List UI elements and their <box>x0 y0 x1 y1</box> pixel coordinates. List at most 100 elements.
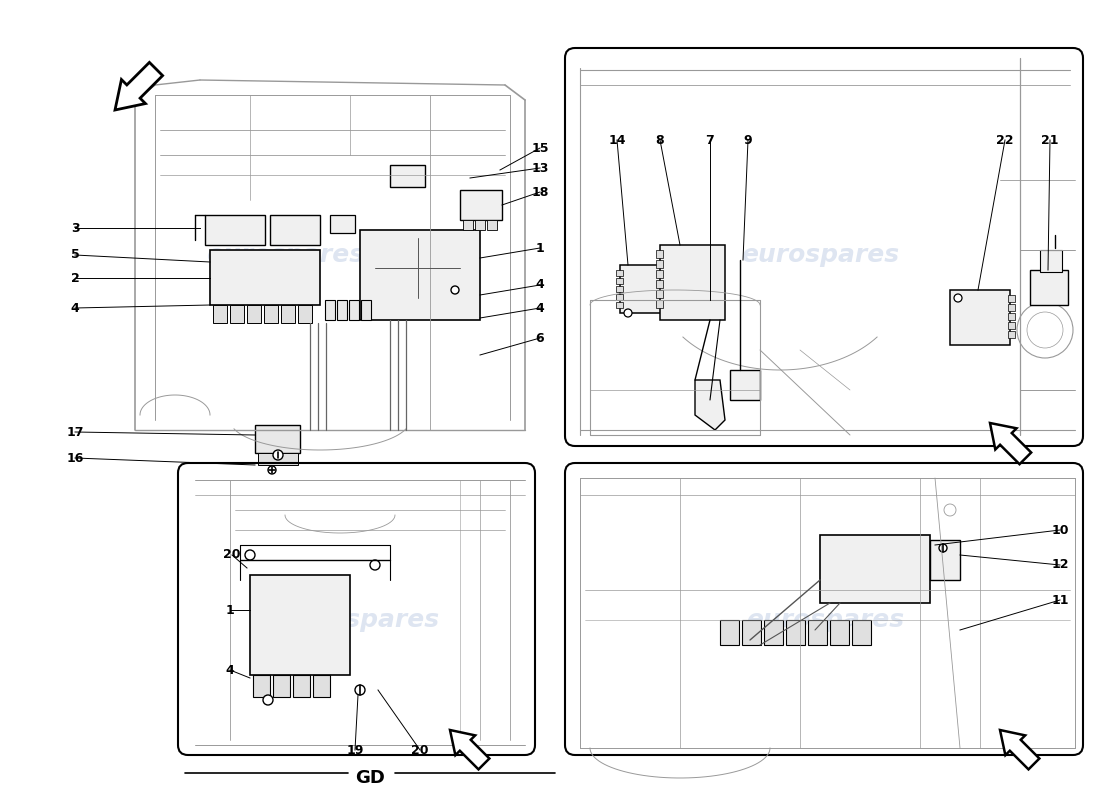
Text: 3: 3 <box>70 222 79 234</box>
Bar <box>213 305 227 323</box>
Bar <box>205 215 265 245</box>
Bar <box>808 620 827 645</box>
Bar <box>764 620 783 645</box>
Bar <box>1008 295 1015 302</box>
Text: GD: GD <box>355 769 385 787</box>
Bar <box>255 425 300 453</box>
Circle shape <box>939 544 947 552</box>
Text: 18: 18 <box>531 186 549 198</box>
Text: eurospares: eurospares <box>280 608 439 632</box>
Text: eurospares: eurospares <box>746 608 904 632</box>
Bar <box>330 215 355 233</box>
Text: 13: 13 <box>531 162 549 174</box>
Bar <box>273 675 290 697</box>
Bar <box>250 575 350 675</box>
Bar <box>742 620 761 645</box>
Circle shape <box>370 560 379 570</box>
Bar <box>248 305 261 323</box>
Bar <box>314 675 330 697</box>
Circle shape <box>355 685 365 695</box>
Text: 4: 4 <box>226 663 234 677</box>
Text: 1: 1 <box>226 603 234 617</box>
Text: 8: 8 <box>656 134 664 146</box>
Text: 9: 9 <box>744 134 752 146</box>
Text: 1: 1 <box>536 242 544 254</box>
Bar <box>324 300 336 320</box>
Bar <box>337 300 346 320</box>
Bar <box>360 230 480 320</box>
Bar <box>361 300 371 320</box>
Bar <box>298 305 312 323</box>
Bar <box>1030 270 1068 305</box>
Bar <box>258 453 298 465</box>
Bar <box>264 305 278 323</box>
Bar <box>280 305 295 323</box>
Text: 15: 15 <box>531 142 549 154</box>
Bar <box>487 220 497 230</box>
Bar <box>616 270 623 276</box>
Text: 17: 17 <box>66 426 84 438</box>
Bar <box>270 215 320 245</box>
Bar <box>620 265 662 313</box>
Polygon shape <box>990 423 1031 464</box>
Text: 16: 16 <box>66 451 84 465</box>
Bar <box>656 270 663 278</box>
Text: 20: 20 <box>223 549 241 562</box>
Bar <box>460 190 502 220</box>
Text: 4: 4 <box>70 302 79 314</box>
Bar <box>616 294 623 300</box>
Text: 6: 6 <box>536 331 544 345</box>
Text: 10: 10 <box>1052 523 1069 537</box>
Bar <box>1008 322 1015 329</box>
Text: 12: 12 <box>1052 558 1069 571</box>
Circle shape <box>954 294 962 302</box>
Bar <box>660 245 725 320</box>
Bar <box>616 302 623 308</box>
Polygon shape <box>695 380 725 430</box>
Polygon shape <box>450 730 490 770</box>
Text: 11: 11 <box>1052 594 1069 606</box>
Bar <box>656 280 663 288</box>
Bar <box>730 370 760 400</box>
Bar <box>390 165 425 187</box>
Bar <box>852 620 871 645</box>
Text: eurospares: eurospares <box>741 243 899 267</box>
Text: 22: 22 <box>997 134 1014 146</box>
Bar <box>1008 304 1015 311</box>
Bar <box>293 675 310 697</box>
Bar <box>1008 313 1015 320</box>
Bar <box>950 290 1010 345</box>
Bar <box>930 540 960 580</box>
Polygon shape <box>1000 730 1040 770</box>
Circle shape <box>263 695 273 705</box>
Circle shape <box>245 550 255 560</box>
Circle shape <box>273 450 283 460</box>
Text: 2: 2 <box>70 271 79 285</box>
Text: 7: 7 <box>705 134 714 146</box>
Bar <box>616 286 623 292</box>
Bar <box>786 620 805 645</box>
Bar <box>463 220 473 230</box>
Bar <box>656 290 663 298</box>
Bar <box>475 220 485 230</box>
Bar <box>616 278 623 284</box>
Bar <box>656 250 663 258</box>
Bar <box>1040 250 1062 272</box>
Bar <box>656 260 663 268</box>
Text: 20: 20 <box>411 743 429 757</box>
Polygon shape <box>116 62 163 110</box>
Text: 4: 4 <box>536 302 544 314</box>
Bar <box>656 300 663 308</box>
Bar <box>830 620 849 645</box>
Circle shape <box>451 286 459 294</box>
Text: 19: 19 <box>346 743 364 757</box>
Circle shape <box>624 309 632 317</box>
Bar <box>1008 331 1015 338</box>
Bar <box>720 620 739 645</box>
Text: 5: 5 <box>70 249 79 262</box>
Text: 21: 21 <box>1042 134 1058 146</box>
Bar <box>230 305 244 323</box>
Bar <box>253 675 270 697</box>
Circle shape <box>268 466 276 474</box>
Text: eurospares: eurospares <box>206 243 364 267</box>
